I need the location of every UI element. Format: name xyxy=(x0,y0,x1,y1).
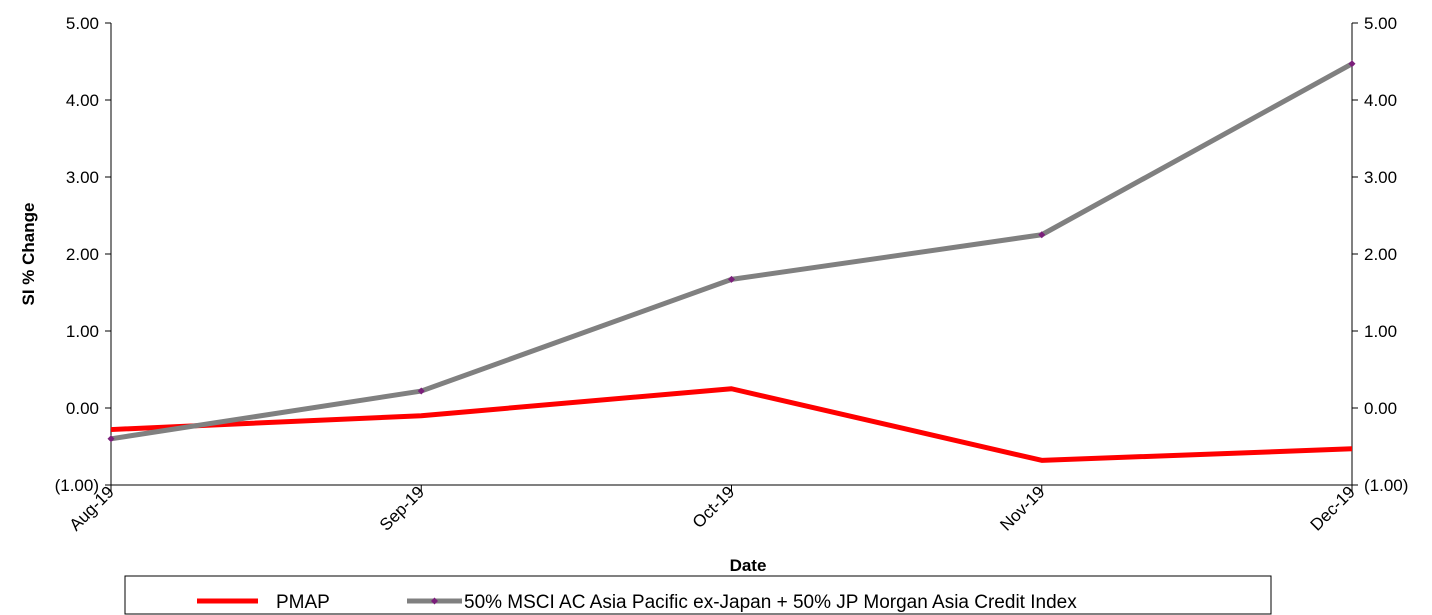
series-line-2 xyxy=(110,61,1354,442)
series-point xyxy=(1038,231,1046,239)
series-point xyxy=(107,435,115,443)
axes xyxy=(110,23,1353,486)
left-tick-label: 1.00 xyxy=(66,322,99,341)
right-tick-label: (1.00) xyxy=(1364,476,1408,495)
left-tick-label: 2.00 xyxy=(66,245,99,264)
y-axis-title: SI % Change xyxy=(19,203,38,306)
left-tick-label: (1.00) xyxy=(55,476,99,495)
legend-label-benchmark: 50% MSCI AC Asia Pacific ex-Japan + 50% … xyxy=(464,592,1077,613)
series-point xyxy=(728,275,735,283)
left-tick-label: 4.00 xyxy=(66,91,99,110)
left-tick-label: 0.00 xyxy=(66,399,99,418)
x-tick-label: Sep-19 xyxy=(376,482,428,534)
legend-label-pmap: PMAP xyxy=(276,592,330,613)
left-tick-label: 3.00 xyxy=(66,168,99,187)
right-tick-label: 2.00 xyxy=(1364,245,1397,264)
x-tick-label: Nov-19 xyxy=(996,482,1048,534)
series-point xyxy=(1348,60,1356,68)
right-tick-label: 4.00 xyxy=(1364,91,1397,110)
legend-marker-benchmark xyxy=(431,597,438,605)
series-line-1 xyxy=(110,386,1353,463)
x-tick-label: Dec-19 xyxy=(1307,482,1359,534)
left-tick-label: 5.00 xyxy=(66,14,99,33)
right-tick-label: 5.00 xyxy=(1364,14,1397,33)
x-tick-label: Oct-19 xyxy=(689,482,739,532)
x-axis-ticks: Aug-19 Sep-19 Oct-19 Nov-19 Dec-19 xyxy=(66,482,1359,534)
right-tick-label: 3.00 xyxy=(1364,168,1397,187)
legend: PMAP 50% MSCI AC Asia Pacific ex-Japan + … xyxy=(124,575,1272,615)
right-tick-label: 0.00 xyxy=(1364,399,1397,418)
right-tick-label: 1.00 xyxy=(1364,322,1397,341)
series-layer xyxy=(107,60,1356,463)
x-axis-title: Date xyxy=(730,556,767,575)
right-y-axis-ticks: (1.00) 0.00 1.00 2.00 3.00 4.00 5.00 xyxy=(1352,14,1408,495)
series-point xyxy=(417,387,425,395)
left-y-axis-ticks: (1.00) 0.00 1.00 2.00 3.00 4.00 5.00 xyxy=(55,14,111,495)
legend-box xyxy=(124,575,1272,615)
